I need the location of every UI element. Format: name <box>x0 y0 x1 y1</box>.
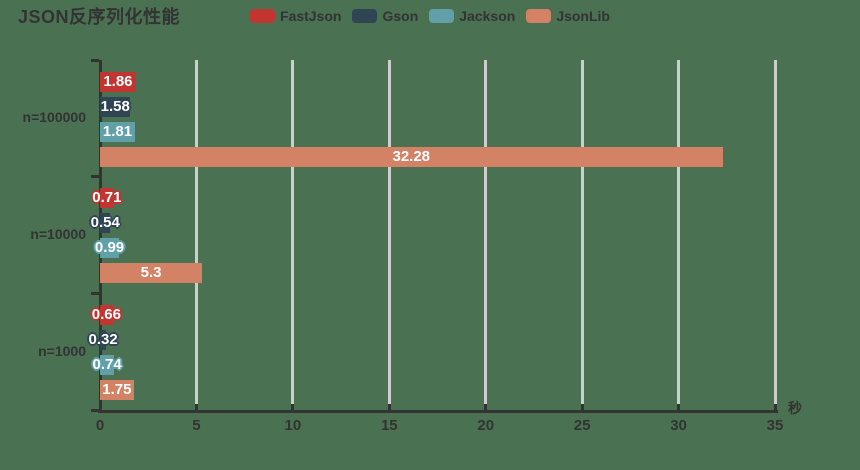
y-axis <box>99 60 102 412</box>
x-axis-tick <box>580 404 584 410</box>
x-axis-tick <box>773 404 777 410</box>
legend-swatch-icon <box>429 9 455 23</box>
bar-value-label: 1.86 <box>103 72 133 90</box>
legend-swatch-icon <box>250 9 276 23</box>
y-axis-tick <box>91 175 99 179</box>
plot-area: 0 5 10 15 20 25 30 35 秒 n=100000 n=10000 n=1000 1.86… <box>23 58 802 434</box>
chart-title: JSON反序列化性能 <box>18 7 181 27</box>
bar-gson[interactable]: 1.58 <box>100 96 131 117</box>
x-axis-unit-label: 秒 <box>788 400 802 416</box>
grid-line <box>773 60 777 410</box>
legend-label: Gson <box>382 8 419 24</box>
bar-value-label: 1.81 <box>102 122 133 140</box>
legend-swatch-icon <box>352 9 378 23</box>
bar-value-label: 1.58 <box>100 97 130 115</box>
grid-line <box>387 60 391 410</box>
x-axis-tick-label: 0 <box>95 417 105 434</box>
y-axis-tick <box>91 291 99 295</box>
x-axis-tick-label: 5 <box>192 417 201 434</box>
y-axis-category-label: n=100000 <box>22 109 86 126</box>
x-axis-tick <box>291 404 295 410</box>
bar-fastjson[interactable]: 0.66 <box>92 305 121 326</box>
x-axis-tick <box>677 404 681 410</box>
bar-value-label: 0.71 <box>92 189 122 207</box>
legend-item-jsonlib[interactable]: JsonLib <box>526 8 610 24</box>
grid-line <box>484 60 488 410</box>
grid-line <box>291 60 295 410</box>
bar-value-label: 0.74 <box>92 356 122 374</box>
bar-gson[interactable]: 0.54 <box>91 213 120 234</box>
bar-fastjson[interactable]: 0.71 <box>92 188 121 209</box>
x-axis-tick-label: 10 <box>284 417 302 434</box>
bar-value-label: 0.66 <box>91 306 121 324</box>
bar-gson[interactable]: 0.32 <box>88 330 118 351</box>
x-axis-tick-label: 15 <box>380 417 398 434</box>
bar-jackson[interactable]: 1.81 <box>100 121 135 142</box>
grid-line <box>580 60 584 410</box>
legend: FastJson Gson Jackson JsonLib <box>0 8 860 24</box>
legend-item-jackson[interactable]: Jackson <box>429 8 515 24</box>
legend-label: FastJson <box>280 8 342 24</box>
y-axis-tick <box>91 408 99 412</box>
x-axis-tick <box>484 404 488 410</box>
x-axis-tick <box>98 404 102 410</box>
bar-jsonlib[interactable]: 32.28 <box>100 146 723 167</box>
bar-jsonlib[interactable]: 5.3 <box>100 263 203 284</box>
bar-value-label: 0.99 <box>94 239 125 257</box>
y-axis-tick <box>91 58 99 62</box>
x-axis-tick <box>194 404 198 410</box>
x-axis-tick <box>387 404 391 410</box>
y-axis-category-label: n=10000 <box>30 226 86 242</box>
bar-value-label: 1.75 <box>102 381 132 399</box>
bar-fastjson[interactable]: 1.86 <box>100 71 136 92</box>
y-axis-category-label: n=1000 <box>38 342 86 359</box>
bar-value-label: 32.28 <box>392 147 431 165</box>
bar-jackson[interactable]: 0.74 <box>93 355 122 376</box>
grid-line <box>677 60 681 410</box>
bar-value-label: 0.54 <box>90 214 120 232</box>
bar-jsonlib[interactable]: 1.75 <box>100 380 134 401</box>
legend-item-fastjson[interactable]: FastJson <box>250 8 341 24</box>
legend-swatch-icon <box>526 9 552 23</box>
x-axis-tick-label: 35 <box>766 417 784 434</box>
x-axis-tick-label: 25 <box>573 417 591 434</box>
bar-jackson[interactable]: 0.99 <box>95 238 124 259</box>
x-axis <box>98 410 778 413</box>
legend-label: Jackson <box>459 8 516 24</box>
grid-line <box>194 60 198 410</box>
bar-value-label: 0.32 <box>88 331 118 349</box>
x-axis-tick-label: 20 <box>477 417 495 434</box>
bar-value-label: 5.3 <box>140 264 162 282</box>
legend-label: JsonLib <box>556 8 610 24</box>
x-axis-tick-label: 30 <box>670 417 687 434</box>
legend-item-gson[interactable]: Gson <box>352 8 418 24</box>
